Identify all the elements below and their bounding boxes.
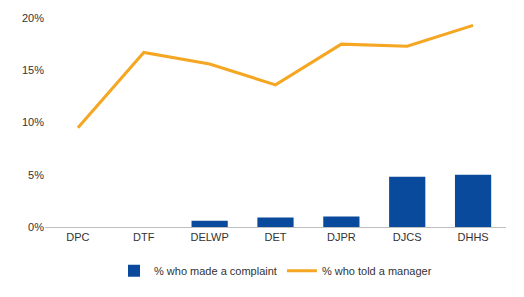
svg-text:DPC: DPC [66, 231, 89, 243]
svg-text:DELWP: DELWP [190, 231, 228, 243]
svg-text:10%: 10% [22, 116, 44, 128]
svg-text:20%: 20% [22, 12, 44, 24]
svg-text:DTF: DTF [133, 231, 155, 243]
svg-text:DJPR: DJPR [327, 231, 356, 243]
svg-text:% who told a manager: % who told a manager [322, 265, 432, 277]
svg-text:DHHS: DHHS [457, 231, 488, 243]
svg-text:0%: 0% [28, 221, 44, 233]
svg-text:15%: 15% [22, 64, 44, 76]
svg-text:5%: 5% [28, 169, 44, 181]
svg-text:DJCS: DJCS [393, 231, 422, 243]
svg-text:DET: DET [265, 231, 287, 243]
svg-text:% who made a complaint: % who made a complaint [154, 265, 277, 277]
